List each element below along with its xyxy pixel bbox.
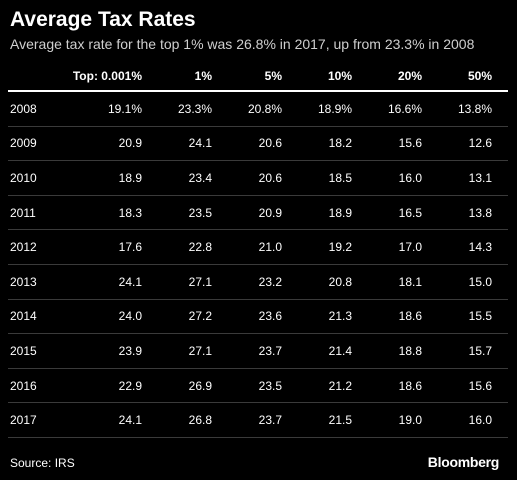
rate-cell: 23.5 [158,195,228,231]
rate-cell: 27.1 [158,333,228,369]
rate-cell: 23.3% [158,91,228,127]
rate-cell: 27.2 [158,299,228,335]
table-row: 2010 18.9 23.4 20.6 18.5 16.0 13.1 [8,160,508,196]
column-header: 5% [228,64,298,92]
rate-cell: 20.8 [298,264,368,300]
rate-cell: 12.6 [438,126,508,162]
chart-title: Average Tax Rates [10,8,196,31]
rate-cell: 15.6 [368,126,438,162]
rate-cell: 18.8 [368,333,438,369]
rate-cell: 22.9 [70,368,158,404]
rate-cell: 16.5 [368,195,438,231]
column-header: Top: 0.001% [70,64,158,92]
rate-cell: 21.3 [298,299,368,335]
column-header: 10% [298,64,368,92]
rate-cell: 14.3 [438,229,508,265]
rate-cell: 18.3 [70,195,158,231]
rate-cell: 18.9 [298,195,368,231]
rate-cell: 21.4 [298,333,368,369]
rate-cell: 18.9% [298,91,368,127]
rate-cell: 15.6 [438,368,508,404]
row-year-cell: 2017 [8,402,70,438]
row-year-cell: 2014 [8,299,70,335]
rate-cell: 23.2 [228,264,298,300]
column-header: 20% [368,64,438,92]
tax-rate-table: Top: 0.001% 1% 5% 10% 20% 50% 2008 19.1% 23.3% 2… [8,64,508,438]
table-row: 2015 23.9 27.1 23.7 21.4 18.8 15.7 [8,333,508,369]
rate-cell: 18.9 [70,160,158,196]
rate-cell: 18.6 [368,368,438,404]
source-note: Source: IRS [10,456,75,470]
rate-cell: 20.6 [228,160,298,196]
rate-cell: 18.2 [298,126,368,162]
rate-cell: 23.7 [228,402,298,438]
rate-cell: 15.5 [438,299,508,335]
rate-cell: 19.2 [298,229,368,265]
rate-cell: 23.4 [158,160,228,196]
chart-subtitle: Average tax rate for the top 1% was 26.8… [10,36,475,52]
table-row: 2008 19.1% 23.3% 20.8% 18.9% 16.6% 13.8% [8,91,508,127]
rate-cell: 23.5 [228,368,298,404]
row-year-cell: 2012 [8,229,70,265]
rate-cell: 13.1 [438,160,508,196]
rate-cell: 19.1% [70,91,158,127]
table-row: 2013 24.1 27.1 23.2 20.8 18.1 15.0 [8,264,508,300]
rate-cell: 15.7 [438,333,508,369]
rate-cell: 18.1 [368,264,438,300]
rate-cell: 20.8% [228,91,298,127]
row-year-cell: 2009 [8,126,70,162]
rate-cell: 16.0 [368,160,438,196]
table-row: 2012 17.6 22.8 21.0 19.2 17.0 14.3 [8,229,508,265]
rate-cell: 24.1 [158,126,228,162]
rate-cell: 24.1 [70,402,158,438]
rate-cell: 16.6% [368,91,438,127]
table-row: 2016 22.9 26.9 23.5 21.2 18.6 15.6 [8,368,508,404]
table-row: 2009 20.9 24.1 20.6 18.2 15.6 12.6 [8,126,508,162]
rate-cell: 26.8 [158,402,228,438]
rate-cell: 24.1 [70,264,158,300]
row-year-cell: 2015 [8,333,70,369]
row-year-cell: 2016 [8,368,70,404]
row-year-cell: 2011 [8,195,70,231]
row-year-cell: 2010 [8,160,70,196]
rate-cell: 23.6 [228,299,298,335]
column-header-year [8,64,70,92]
rate-cell: 16.0 [438,402,508,438]
rate-cell: 19.0 [368,402,438,438]
rate-cell: 21.0 [228,229,298,265]
rate-cell: 20.9 [70,126,158,162]
rate-cell: 26.9 [158,368,228,404]
rate-cell: 20.9 [228,195,298,231]
rate-cell: 17.6 [70,229,158,265]
table-header-row: Top: 0.001% 1% 5% 10% 20% 50% [8,64,508,92]
rate-cell: 15.0 [438,264,508,300]
table-row: 2011 18.3 23.5 20.9 18.9 16.5 13.8 [8,195,508,231]
rate-cell: 17.0 [368,229,438,265]
bloomberg-logo: Bloomberg [427,454,500,470]
table-row: 2014 24.0 27.2 23.6 21.3 18.6 15.5 [8,299,508,335]
rate-cell: 13.8% [438,91,508,127]
rate-cell: 21.2 [298,368,368,404]
rate-cell: 22.8 [158,229,228,265]
rate-cell: 18.5 [298,160,368,196]
row-year-cell: 2013 [8,264,70,300]
rate-cell: 18.6 [368,299,438,335]
rate-cell: 27.1 [158,264,228,300]
column-header: 50% [438,64,508,92]
rate-cell: 21.5 [298,402,368,438]
table-body: 2008 19.1% 23.3% 20.8% 18.9% 16.6% 13.8% 2009 20… [8,91,508,438]
table-row: 2017 24.1 26.8 23.7 21.5 19.0 16.0 [8,402,508,438]
rate-cell: 23.9 [70,333,158,369]
column-header: 1% [158,64,228,92]
row-year-cell: 2008 [8,91,70,127]
rate-cell: 24.0 [70,299,158,335]
rate-cell: 13.8 [438,195,508,231]
rate-cell: 23.7 [228,333,298,369]
rate-cell: 20.6 [228,126,298,162]
